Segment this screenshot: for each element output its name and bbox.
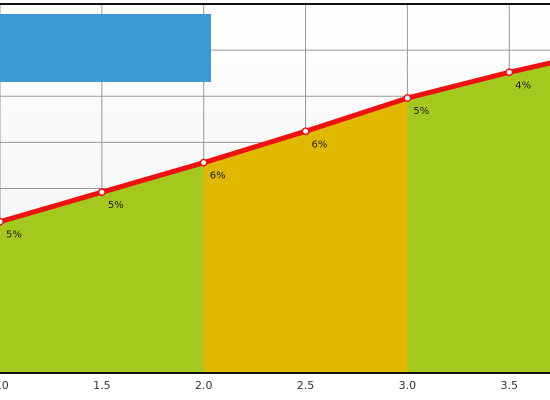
data-label-4: 5% [413, 106, 429, 117]
x-tick-label-5: 3.5 [501, 379, 519, 392]
x-tick-label-0: 1.0 [0, 379, 9, 392]
area-band-2 [407, 63, 550, 373]
data-point-4 [403, 94, 412, 103]
data-label-3: 6% [312, 139, 328, 150]
data-labels: 5% 5% 6% 6% 5% 4% [6, 80, 531, 240]
area-bands [0, 63, 550, 373]
x-tick-label-3: 2.5 [297, 379, 315, 392]
data-point-3 [301, 127, 310, 136]
data-label-5: 4% [515, 80, 531, 91]
data-label-1: 5% [108, 200, 124, 211]
x-tick-label-1: 1.5 [93, 379, 111, 392]
data-label-2: 6% [210, 171, 226, 182]
x-tick-label-2: 2.0 [195, 379, 213, 392]
area-band-1 [203, 98, 408, 373]
data-point-5 [505, 68, 514, 77]
data-points [0, 68, 514, 226]
data-point-1 [97, 188, 106, 197]
data-point-2 [199, 158, 208, 167]
area-band-0 [0, 162, 204, 373]
x-tick-label-4: 3.0 [399, 379, 417, 392]
legend-box [0, 14, 211, 82]
data-point-0 [0, 217, 4, 226]
x-axis-ticks: 1.0 1.5 2.0 2.5 3.0 3.5 [0, 379, 518, 392]
data-label-0: 5% [6, 230, 22, 241]
